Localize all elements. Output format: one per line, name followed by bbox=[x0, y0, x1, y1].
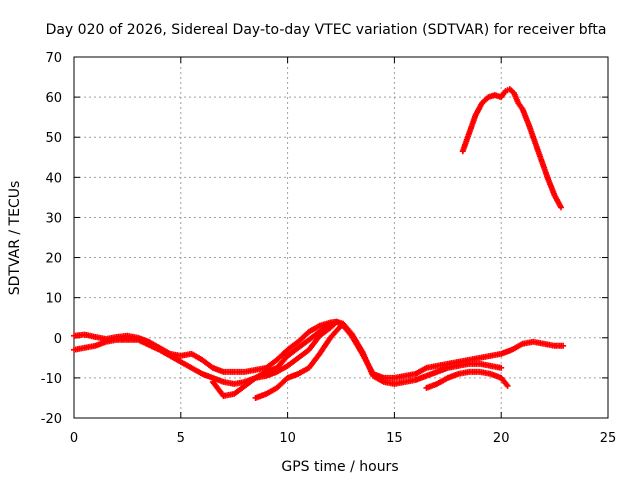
series-arc-3 bbox=[209, 320, 334, 399]
y-tick-label: 30 bbox=[45, 211, 62, 226]
x-tick-label: 10 bbox=[279, 431, 296, 446]
axis-ticks: 0 5 10 15 20 25 -20 -10 0 10 20 30 40 50 60 70 bbox=[41, 51, 617, 446]
y-axis-label: SDTVAR / TECUs bbox=[7, 181, 23, 296]
series-arc-6 bbox=[459, 86, 565, 211]
x-tick-label: 25 bbox=[600, 431, 617, 446]
data-point bbox=[504, 382, 511, 389]
grid bbox=[74, 57, 608, 418]
y-tick-label: 50 bbox=[45, 131, 62, 146]
x-tick-label: 0 bbox=[70, 431, 78, 446]
chart-title: Day 020 of 2026, Sidereal Day-to-day VTE… bbox=[46, 22, 607, 38]
data-points bbox=[71, 86, 567, 401]
data-point bbox=[327, 320, 334, 327]
x-tick-label: 20 bbox=[493, 431, 510, 446]
y-tick-label: -20 bbox=[41, 412, 62, 427]
plot-frame bbox=[73, 56, 609, 419]
y-tick-label: 60 bbox=[45, 91, 62, 106]
y-tick-label: -10 bbox=[41, 372, 62, 387]
series-arc-5 bbox=[423, 368, 511, 391]
series-arc-2 bbox=[71, 318, 505, 387]
data-point bbox=[498, 364, 505, 371]
x-tick-label: 15 bbox=[386, 431, 403, 446]
x-axis-label: GPS time / hours bbox=[281, 459, 398, 475]
y-tick-label: 10 bbox=[45, 292, 62, 307]
data-point bbox=[338, 322, 344, 329]
y-tick-label: 20 bbox=[45, 252, 62, 267]
y-tick-label: 70 bbox=[45, 51, 62, 66]
x-tick-label: 5 bbox=[177, 431, 185, 446]
series-arc-4 bbox=[252, 322, 344, 401]
y-tick-label: 0 bbox=[54, 332, 62, 347]
data-point bbox=[558, 204, 565, 211]
data-point bbox=[560, 342, 567, 349]
y-tick-label: 40 bbox=[45, 171, 62, 186]
